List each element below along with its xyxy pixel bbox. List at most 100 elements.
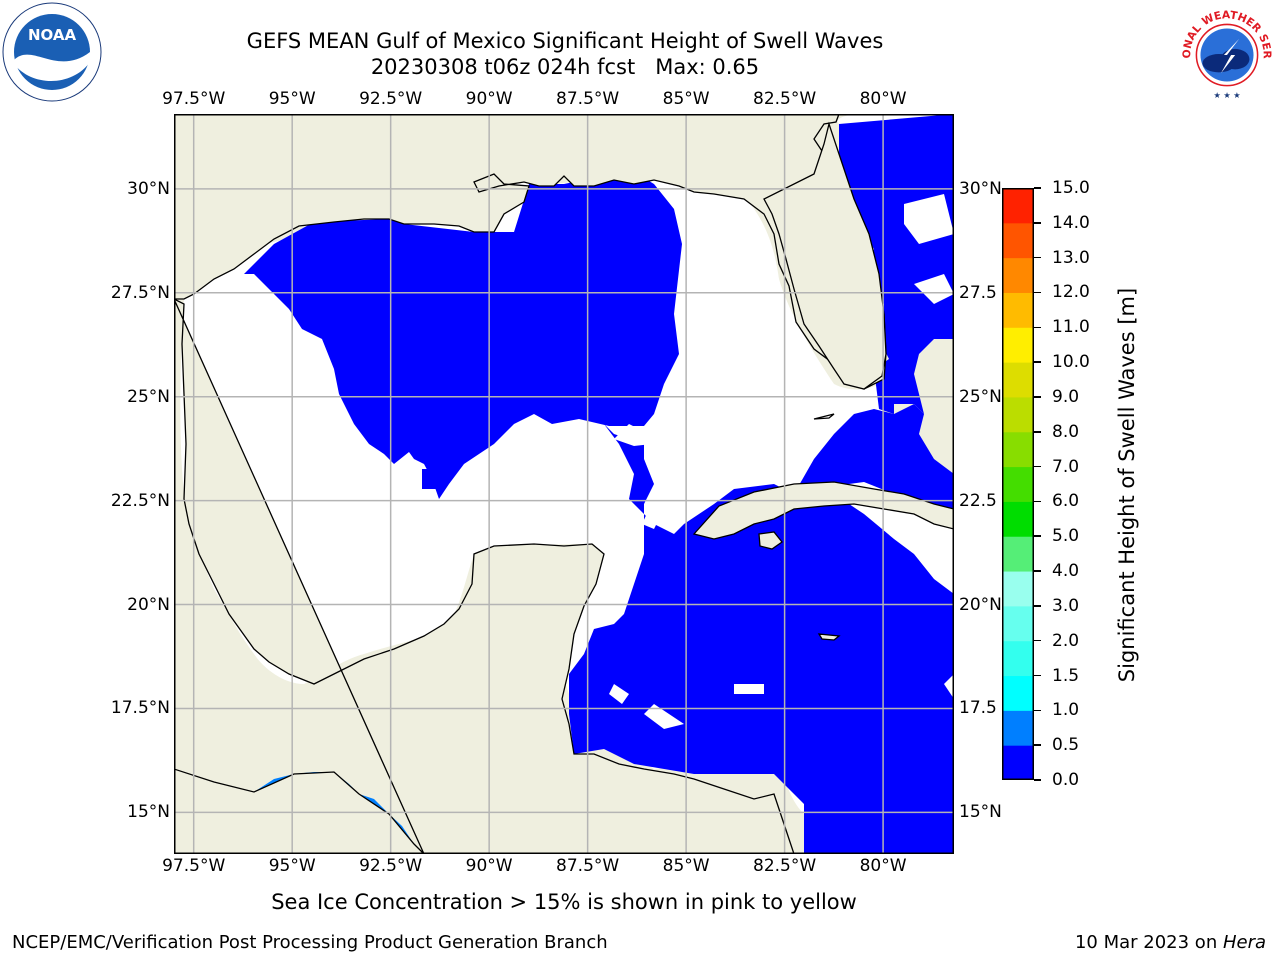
latitude-tick-label-left: 17.5°N	[110, 698, 170, 719]
no-data-patches	[609, 194, 954, 729]
colorbar-tick-mark	[1034, 291, 1041, 294]
colorbar-segment	[1002, 745, 1034, 780]
credit-text: NCEP/EMC/Verification Post Processing Pr…	[12, 932, 608, 953]
colorbar-tick-label: 10.0	[1052, 352, 1090, 373]
colorbar-segment	[1002, 675, 1034, 711]
colorbar-tick-mark	[1034, 465, 1041, 468]
colorbar-tick-label: 11.0	[1052, 317, 1090, 338]
longitude-tick-label: 95°W	[268, 856, 316, 876]
map-title: GEFS MEAN Gulf of Mexico Significant Hei…	[246, 29, 884, 53]
colorbar-tick-mark	[1034, 639, 1041, 642]
colorbar-segment	[1002, 362, 1034, 398]
colorbar-tick-mark	[1034, 326, 1041, 329]
colorbar-tick-mark	[1034, 744, 1041, 746]
map-gridlines	[174, 114, 954, 854]
colorbar-tick-label: 4.0	[1052, 561, 1080, 582]
colorbar-segment	[1002, 640, 1034, 677]
noaa-logo: NOAA	[2, 2, 102, 102]
colorbar-segment	[1002, 466, 1034, 502]
colorbar-segment	[1002, 327, 1034, 363]
colorbar-tick-label: 12.0	[1052, 282, 1090, 303]
latitude-tick-label-right: 15°N	[959, 802, 1002, 823]
colorbar-tick-mark	[1034, 396, 1041, 398]
national-weather-service-logo: NATIONAL WEATHER SERVICE ★ ★ ★	[1176, 2, 1276, 102]
latitude-tick-label-right: 22.5	[959, 490, 997, 511]
colorbar-tick-mark	[1034, 187, 1041, 189]
colorbar-tick-mark	[1034, 535, 1041, 537]
colorbar-tick-label: 15.0	[1052, 178, 1090, 198]
map-subtitle: 20230308 t06z 024h fcst Max: 0.65	[370, 55, 760, 79]
colorbar-tick-mark	[1034, 222, 1041, 224]
colorbar-tick-label: 8.0	[1052, 421, 1080, 442]
longitude-tick-label: 82.5°W	[753, 856, 817, 876]
noaa-logo-text: NOAA	[28, 26, 77, 44]
colorbar-segment	[1002, 605, 1034, 642]
colorbar-segment	[1002, 396, 1034, 433]
colorbar-tick-mark	[1034, 361, 1041, 363]
map-panel	[174, 114, 954, 854]
longitude-tick-label: 92.5°W	[359, 89, 423, 109]
colorbar-tick-label: 13.0	[1052, 247, 1090, 268]
colorbar-segment	[1002, 571, 1034, 607]
colorbar-segment	[1002, 257, 1034, 293]
longitude-tick-label: 85°W	[662, 856, 710, 876]
colorbar-segment	[1002, 710, 1034, 746]
colorbar-segment	[1002, 292, 1034, 328]
colorbar-tick-label: 0.5	[1052, 735, 1080, 756]
colorbar-segment	[1002, 188, 1034, 224]
colorbar-segment	[1002, 501, 1034, 537]
date-text: 10 Mar 2023 on	[1074, 932, 1223, 953]
host-name: Hera	[1222, 932, 1266, 953]
colorbar-tick-label: 1.5	[1052, 665, 1080, 686]
colorbar-tick-label: 9.0	[1052, 386, 1080, 407]
longitude-tick-label: 85°W	[662, 89, 710, 109]
colorbar-tick-label: 3.0	[1052, 595, 1080, 616]
latitude-tick-label-left: 22.5°N	[110, 490, 170, 511]
longitude-tick-label: 92.5°W	[359, 856, 423, 876]
latitude-tick-label-right: 27.5	[959, 282, 997, 303]
latitude-tick-label-left: 15°N	[127, 802, 170, 823]
colorbar-tick-mark	[1034, 570, 1041, 572]
latitude-tick-label-right: 30°N	[959, 178, 1002, 199]
colorbar-tick-mark	[1034, 256, 1041, 259]
sea-ice-footnote: Sea Ice Concentration > 15% is shown in …	[271, 890, 857, 914]
colorbar-tick-label: 14.0	[1052, 212, 1090, 233]
colorbar-tick-label: 7.0	[1052, 456, 1080, 477]
coastlines	[174, 114, 954, 854]
longitude-tick-label: 80°W	[859, 856, 907, 876]
colorbar-tick-label: 5.0	[1052, 526, 1080, 547]
colorbar-tick-mark	[1034, 605, 1041, 607]
latitude-tick-label-left: 25°N	[127, 386, 170, 407]
latitude-tick-label-left: 20°N	[127, 594, 170, 615]
longitude-tick-label: 97.5°W	[162, 856, 226, 876]
swell-height-field	[174, 114, 954, 854]
svg-text:★ ★ ★: ★ ★ ★	[1213, 90, 1240, 100]
colorbar-tick-label: 6.0	[1052, 491, 1080, 512]
colorbar-tick-mark	[1034, 431, 1041, 433]
date-stamp: 10 Mar 2023 on Hera	[1075, 932, 1266, 953]
longitude-tick-label: 87.5°W	[556, 856, 620, 876]
latitude-tick-label-left: 30°N	[127, 178, 170, 199]
colorbar-segment	[1002, 536, 1034, 572]
latitude-tick-label-left: 27.5°N	[110, 282, 170, 303]
latitude-tick-label-right: 25°N	[959, 386, 1002, 407]
longitude-tick-label: 97.5°W	[162, 89, 226, 109]
colorbar-label: Significant Height of Swell Waves [m]	[1115, 287, 1139, 683]
colorbar-tick-mark	[1034, 709, 1041, 712]
colorbar-tick-mark	[1034, 500, 1041, 503]
colorbar-tick-label: 0.0	[1052, 770, 1080, 790]
colorbar-segment	[1002, 222, 1034, 259]
colorbar-segment	[1002, 431, 1034, 468]
longitude-tick-label: 87.5°W	[556, 89, 620, 109]
colorbar-frame	[1002, 188, 1034, 780]
latitude-tick-label-right: 20°N	[959, 594, 1002, 615]
longitude-tick-label: 82.5°W	[753, 89, 817, 109]
longitude-tick-label: 90°W	[465, 89, 513, 109]
swell-height-colorbar	[1002, 188, 1034, 780]
latitude-tick-label-right: 17.5	[959, 698, 997, 719]
map-frame	[174, 114, 954, 854]
colorbar-tick-mark	[1034, 674, 1041, 677]
colorbar-tick-label: 1.0	[1052, 700, 1080, 721]
longitude-tick-label: 95°W	[268, 89, 316, 109]
longitude-tick-label: 90°W	[465, 856, 513, 876]
